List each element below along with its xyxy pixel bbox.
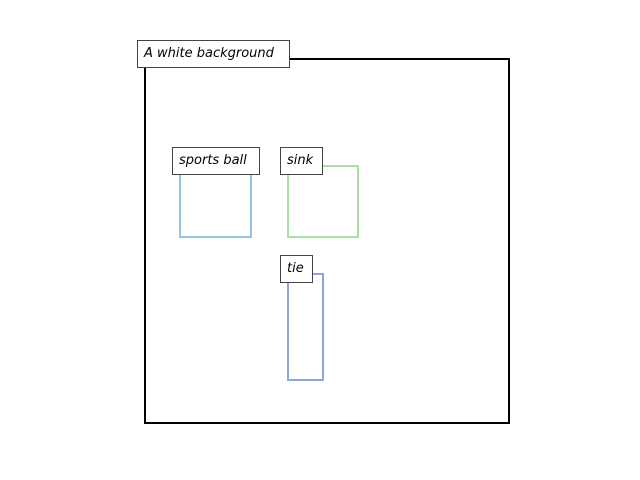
tie-label: tie — [280, 255, 313, 283]
background-caption-label: A white background — [137, 40, 290, 68]
background-frame — [144, 58, 510, 424]
tie-box — [287, 273, 324, 381]
sports-ball-label: sports ball — [172, 147, 260, 175]
sink-label: sink — [280, 147, 323, 175]
sports-ball-box — [179, 165, 252, 238]
sink-box — [287, 165, 359, 238]
